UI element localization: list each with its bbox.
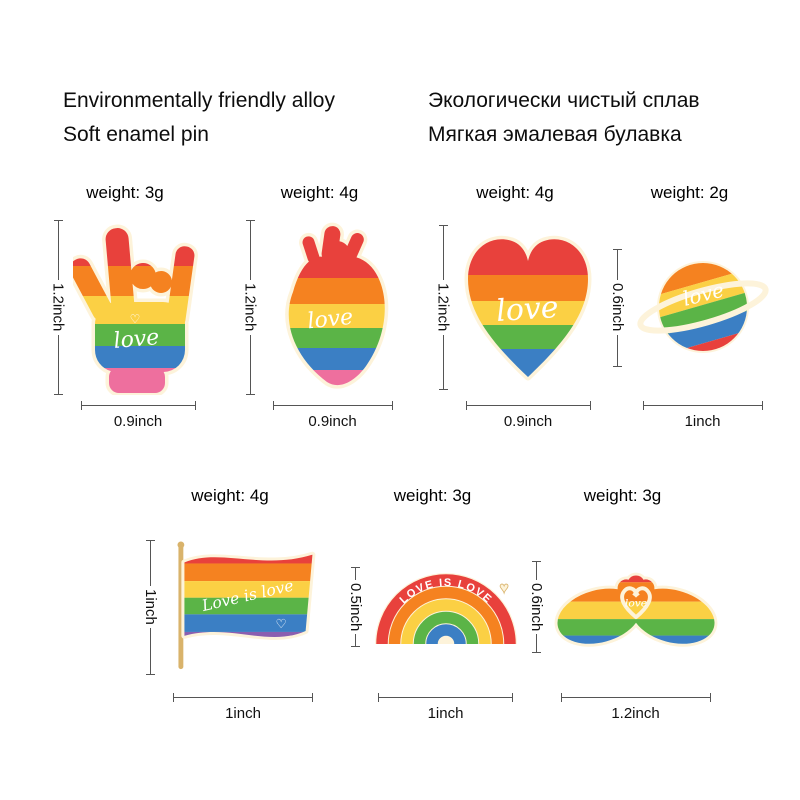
header-ru-line2: Мягкая эмалевая булавка — [428, 123, 682, 146]
width-label: 1inch — [684, 413, 721, 430]
anatomical-heart-pin-image: love — [285, 222, 389, 389]
width-label: 0.9inch — [308, 413, 357, 430]
heart-hands-pin-image: love — [551, 572, 720, 653]
heart-icon: ♡ — [130, 312, 141, 326]
width-dimension-line: 1inch — [173, 693, 313, 722]
height-label: 0.6inch — [528, 582, 545, 632]
height-dimension-line: 0.6inch — [607, 248, 629, 367]
heart-charm-icon: ♥ — [499, 580, 509, 597]
pin-anatomical-heart: weight: 4g 1.2inch — [222, 183, 417, 430]
width-dimension-line: 1inch — [642, 401, 763, 430]
weight-label: weight: 3g — [583, 486, 662, 505]
height-label: 1.2inch — [241, 283, 259, 332]
pin-heart-hands: weight: 3g 0.6inch — [510, 486, 735, 722]
weight-label: weight: 4g — [476, 183, 554, 202]
pin-inscription: love — [624, 597, 646, 610]
height-label: 1.2inch — [49, 283, 67, 332]
rainbow-planet-pin-image: love — [636, 260, 769, 353]
weight-label: weight: 4g — [280, 183, 359, 202]
heart-icon: ♡ — [275, 616, 286, 631]
height-label: 0.5inch — [347, 582, 364, 632]
height-dimension-line: 0.5inch — [345, 567, 367, 647]
ily-hand-pin-image: ♡ love — [73, 224, 198, 395]
width-dimension-line: 0.9inch — [465, 401, 591, 430]
pin-inscription: love — [306, 305, 354, 335]
weight-label: weight: 4g — [191, 486, 269, 505]
width-label: 1inch — [427, 705, 464, 722]
weight-label: weight: 2g — [650, 183, 729, 202]
pin-rainbow-planet: weight: 2g 0.6inch — [602, 183, 777, 430]
width-dimension-line: 1.2inch — [560, 693, 711, 722]
pin-ily-hand: weight: 3g 1.2inch — [25, 183, 225, 430]
height-label: 0.6inch — [609, 283, 626, 332]
pin-rainbow-flag: weight: 4g 1inch — [125, 486, 335, 722]
width-dimension-line: 0.9inch — [272, 401, 393, 430]
height-dimension-line: 1.2inch — [432, 225, 454, 390]
rainbow-flag-pin-image: Love is love ♡ — [176, 540, 315, 669]
header-russian: Экологически чистый сплав Мягкая эмалева… — [428, 84, 700, 152]
width-label: 0.9inch — [503, 413, 553, 430]
pin-inscription: love — [495, 290, 560, 329]
height-dimension-line: 1inch — [140, 539, 162, 675]
header-en-line1: Environmentally friendly alloy — [63, 89, 335, 112]
pin-rainbow-arch: weight: 3g 0.5inch LOVE IS LOVE — [325, 486, 540, 722]
height-label: 1.2inch — [434, 283, 452, 332]
width-dimension-line: 0.9inch — [80, 401, 196, 430]
width-dimension-line: 1inch — [378, 693, 513, 722]
rainbow-heart-pin-image: love — [464, 235, 592, 381]
weight-label: weight: 3g — [86, 183, 164, 202]
width-label: 0.9inch — [113, 413, 163, 430]
rainbow-arch-pin-image: LOVE IS LOVE ♥ — [374, 573, 517, 645]
height-dimension-line: 1.2inch — [239, 220, 261, 395]
weight-label: weight: 3g — [393, 486, 472, 505]
header-ru-line1: Экологически чистый сплав — [428, 89, 700, 112]
width-label: 1.2inch — [611, 705, 660, 722]
pin-rainbow-heart: weight: 4g 1.2inch — [420, 183, 610, 430]
header-english: Environmentally friendly alloy Soft enam… — [63, 84, 335, 152]
width-label: 1inch — [225, 705, 261, 722]
height-label: 1inch — [142, 589, 159, 625]
height-dimension-line: 0.6inch — [526, 561, 548, 653]
header-en-line2: Soft enamel pin — [63, 123, 209, 146]
pin-inscription: love — [113, 325, 161, 354]
height-dimension-line: 1.2inch — [47, 220, 69, 395]
